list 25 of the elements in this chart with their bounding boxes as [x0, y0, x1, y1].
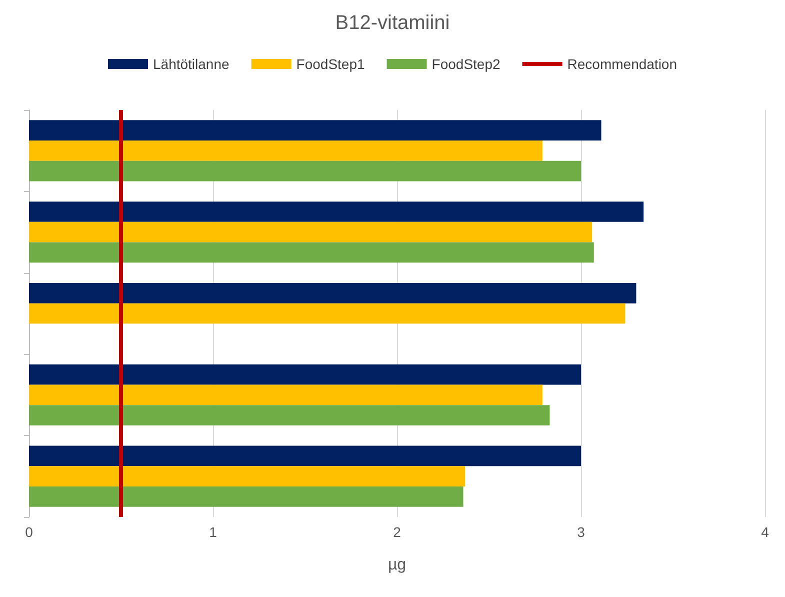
bar — [29, 120, 602, 141]
bar — [29, 222, 592, 242]
legend-label: Recommendation — [567, 56, 678, 72]
bar — [29, 466, 466, 486]
bar — [29, 364, 581, 385]
bar — [29, 384, 542, 406]
bar — [29, 405, 550, 426]
x-tick-label: 3 — [577, 524, 586, 540]
x-tick-label: 0 — [25, 524, 34, 540]
bar — [29, 202, 644, 222]
bar — [29, 446, 581, 466]
x-tick-label: 2 — [393, 524, 402, 540]
legend-label: FoodStep2 — [432, 56, 500, 72]
legend-label: FoodStep1 — [296, 56, 365, 72]
bar — [29, 303, 626, 324]
x-axis-title: µg — [388, 556, 406, 574]
bar — [29, 242, 594, 263]
x-tick-label: 1 — [209, 524, 218, 540]
bar — [29, 160, 581, 182]
bar — [29, 140, 542, 161]
bar — [29, 282, 636, 304]
x-tick-label: 4 — [761, 524, 770, 540]
bar — [29, 486, 464, 507]
legend-label: Lähtötilanne — [153, 56, 230, 72]
chart-title: B12-vitamiini — [335, 12, 450, 34]
